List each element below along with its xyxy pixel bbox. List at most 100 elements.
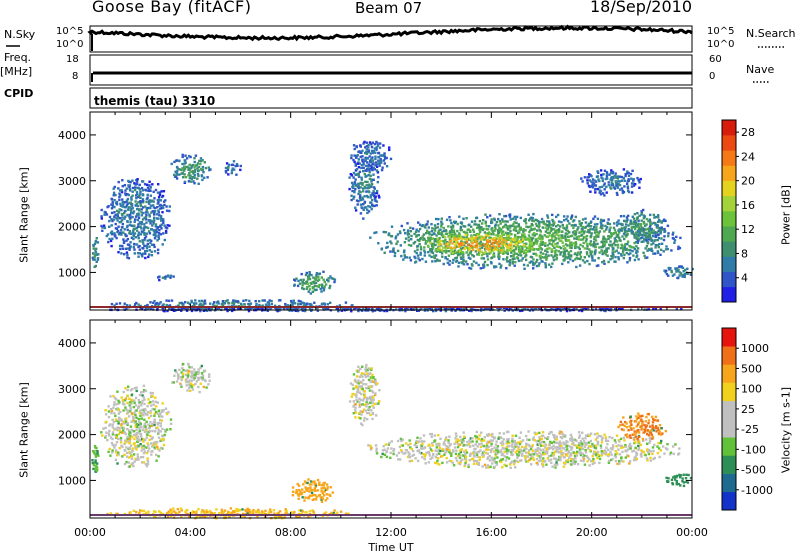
xtick-label: 00:00 — [74, 526, 106, 539]
power-echo-region-11 — [580, 168, 642, 197]
freq-tick-top: 18 — [66, 54, 79, 65]
power-echo-region-10 — [421, 231, 544, 257]
power-echo-region-13 — [663, 265, 694, 280]
power-echo-region-1 — [100, 178, 171, 260]
velocity-colorbar-tick-label: 100 — [741, 383, 762, 396]
velocity-echo-region-4 — [291, 478, 334, 503]
power-echo-region-6 — [293, 270, 337, 295]
power-colorbar-segment — [722, 226, 736, 242]
cpid-strip-frame — [89, 87, 693, 109]
date-label: 18/Sep/2010 — [590, 0, 693, 16]
velocity-colorbar-tick-label: 500 — [741, 362, 762, 375]
xtick-label: 00:00 — [676, 526, 708, 539]
velocity-ytick-label: 2000 — [58, 429, 86, 442]
power-colorbar-frame — [721, 119, 737, 303]
velocity-panel-frame — [89, 319, 693, 519]
xtick-label: 12:00 — [375, 526, 407, 539]
power-colorbar-tick-label: 28 — [741, 126, 755, 139]
power-panel-frame — [89, 111, 693, 311]
velocity-colorbar-tick-label: 25 — [741, 403, 755, 416]
power-colorbar-tick-label: 20 — [741, 175, 755, 188]
power-colorbar-segment — [722, 180, 736, 197]
velocity-colorbar-tick-label: -1000 — [741, 484, 773, 497]
power-echo-region-2 — [170, 153, 212, 185]
xtick-label: 16:00 — [475, 526, 507, 539]
xtick-label: 20:00 — [576, 526, 608, 539]
power-ytick-label: 3000 — [58, 175, 86, 188]
noise-tick-top: 10^5 — [56, 26, 84, 37]
power-colorbar-segment — [722, 241, 736, 257]
x-axis-label: Time UT — [368, 541, 414, 554]
power-colorbar-tick-label: 4 — [741, 272, 748, 285]
velocity-colorbar-segment — [722, 437, 736, 456]
power-ytick-label: 4000 — [58, 129, 86, 142]
velocity-colorbar-segment — [722, 400, 736, 420]
power-colorbar-segment — [722, 165, 736, 181]
nave-tick-top: 60 — [709, 54, 722, 65]
velocity-ytick-label: 1000 — [58, 474, 86, 487]
freq-strip-frame — [89, 54, 693, 86]
velocity-echo-region-0 — [91, 444, 100, 473]
velocity-echo-region-8 — [665, 473, 693, 488]
noise-tick-bottom: 10^0 — [56, 39, 84, 50]
beam-label: Beam 07 — [355, 0, 423, 17]
power-colorbar-tick-label: 8 — [741, 247, 748, 260]
velocity-colorbar-segment — [722, 473, 736, 493]
noise-tick-bottom-right: 10^0 — [707, 39, 735, 50]
power-echo-region-4 — [157, 274, 175, 282]
power-echo-region-0 — [91, 237, 100, 269]
nsky-label: N.Sky — [4, 28, 36, 41]
nave-tick-bottom: 0 — [709, 71, 716, 82]
velocity-colorbar-segment — [722, 364, 736, 383]
velocity-colorbar-tick-label: -500 — [741, 464, 766, 477]
velocity-colorbar-segment — [722, 346, 736, 365]
nave-label: Nave — [746, 63, 775, 76]
velocity-echo-region-6 — [367, 430, 681, 469]
power-colorbar-tick-label: 12 — [741, 223, 755, 236]
cpid-value: themis (tau) 3310 — [94, 94, 216, 108]
velocity-echo-region-5 — [348, 363, 381, 427]
xtick-label: 08:00 — [275, 526, 307, 539]
velocity-ytick-label: 3000 — [58, 383, 86, 396]
power-ytick-label: 1000 — [58, 266, 86, 279]
power-colorbar-segment — [722, 256, 736, 272]
velocity-colorbar-segment — [722, 491, 736, 511]
power-colorbar-segment — [722, 120, 736, 136]
power-colorbar-segment — [722, 195, 736, 212]
freq-tick-bottom: 8 — [72, 71, 79, 82]
cpid-label: CPID — [4, 87, 34, 100]
power-colorbar-segment — [722, 286, 736, 303]
velocity-echo-region-7 — [617, 412, 667, 441]
velocity-ytick-label: 4000 — [58, 337, 86, 350]
velocity-echo-region-1 — [100, 384, 173, 469]
velocity-colorbar-tick-label: -100 — [741, 443, 766, 456]
velocity-colorbar-segment — [722, 455, 736, 474]
noise-strip-frame — [89, 25, 693, 53]
velocity-colorbar-segment — [722, 328, 736, 347]
velocity-colorbar-segment — [722, 419, 736, 438]
velocity-colorbar-frame — [721, 327, 737, 511]
power-echo-region-3 — [224, 160, 242, 176]
noise-trace — [87, 24, 693, 42]
power-colorbar-segment — [722, 150, 736, 166]
velocity-colorbar-tick-label: -25 — [741, 423, 759, 436]
velocity-echo-region-2 — [171, 362, 211, 394]
velocity-colorbar-segment — [722, 382, 736, 402]
power-colorbar-segment — [722, 271, 736, 288]
nsearch-label: N.Search — [746, 27, 796, 40]
power-echo-region-8 — [350, 140, 393, 172]
power-colorbar-segment — [722, 211, 736, 227]
station-title: Goose Bay (fitACF) — [92, 0, 252, 16]
power-colorbar-tick-label: 24 — [741, 150, 755, 163]
power-colorbar-segment — [722, 135, 736, 151]
power-colorbar-tick-label: 16 — [741, 199, 755, 212]
freq-label: Freq. — [4, 51, 32, 64]
noise-tick-top-right: 10^5 — [707, 26, 735, 37]
power-echo-region-12 — [617, 208, 670, 243]
power-ytick-label: 2000 — [58, 221, 86, 234]
freq-unit: [MHz] — [0, 65, 33, 78]
xtick-label: 04:00 — [174, 526, 206, 539]
velocity-colorbar-tick-label: 1000 — [741, 342, 769, 355]
